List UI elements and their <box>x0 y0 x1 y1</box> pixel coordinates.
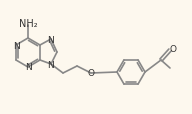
Text: N: N <box>25 63 31 72</box>
Text: N: N <box>48 35 54 44</box>
Text: O: O <box>88 69 94 78</box>
Text: NH₂: NH₂ <box>19 19 37 29</box>
Text: O: O <box>170 45 176 54</box>
Text: N: N <box>13 41 19 50</box>
Text: N: N <box>48 60 54 69</box>
